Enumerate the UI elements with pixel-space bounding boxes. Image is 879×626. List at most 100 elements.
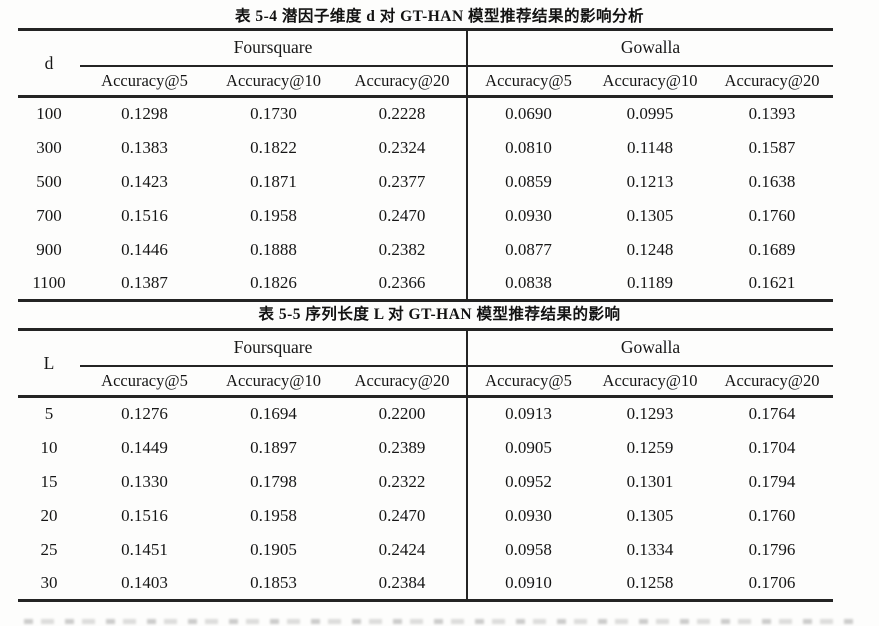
column-header: Accuracy@20: [338, 365, 467, 398]
key-column-header: L: [18, 329, 80, 398]
metric-value-cell: 0.2322: [378, 471, 426, 491]
metric-value-cell: 0.1587: [748, 137, 796, 157]
metric-value-cell: 0.2324: [378, 137, 426, 157]
table-row: 100 0.1298 0.1730 0.2228 0.0690 0.0995 0.1393: [18, 96, 833, 131]
row-key-cell: 5: [44, 404, 54, 424]
metric-value-cell: 0.1764: [748, 404, 796, 424]
metric-value-cell: 0.0838: [466, 266, 589, 301]
metric-value-cell: 0.1189: [626, 272, 674, 292]
column-header: Accuracy@20: [711, 365, 834, 398]
table-5-4-header: d Foursquare Gowalla Accuracy@5 Accuracy…: [18, 29, 834, 98]
metric-value-cell: 0.0995: [626, 104, 674, 124]
metric-value-cell: 0.1689: [748, 239, 796, 259]
table-5-4-caption: 表 5-4 潜因子维度 d 对 GT-HAN 模型推荐结果的影响分析: [234, 8, 645, 25]
row-key-cell: 100: [36, 104, 62, 124]
row-key-cell: 300: [36, 137, 62, 157]
table-row: 25 0.1451 0.1905 0.2424 0.0958 0.1334 0.1796: [18, 532, 833, 567]
table-row: 5 0.1276 0.1694 0.2200 0.0913 0.1293 0.1764: [18, 396, 833, 431]
metric-value-cell: 0.1334: [626, 539, 674, 559]
column-header: Accuracy@5: [466, 65, 589, 98]
metric-value-cell: 0.1276: [121, 404, 168, 424]
metric-value-cell: 0.1330: [121, 471, 168, 491]
metric-value-cell: 0.2366: [378, 272, 426, 292]
column-header: Accuracy@5: [80, 65, 209, 98]
metric-value-cell: 0.1638: [748, 171, 796, 191]
row-key-cell: 20: [40, 505, 58, 525]
column-header: Accuracy@10: [589, 365, 711, 398]
table-row: 1100 0.1387 0.1826 0.2366 0.0838 0.1189 0.1621: [18, 266, 833, 301]
metric-value-cell: 0.0930: [466, 498, 589, 533]
metric-value-cell: 0.1694: [250, 404, 297, 424]
metric-value-cell: 0.1958: [250, 505, 297, 525]
table-5-5-sequence-length: L Foursquare Gowalla Accuracy@5 Accuracy…: [18, 328, 834, 602]
table-row: 500 0.1423 0.1871 0.2377 0.0859 0.1213 0.1638: [18, 164, 833, 199]
row-key-cell: 10: [40, 437, 58, 457]
metric-value-cell: 0.1393: [748, 104, 796, 124]
metric-value-cell: 0.1888: [250, 239, 297, 259]
metric-value-cell: 0.1794: [748, 471, 796, 491]
table-5-5-header: L Foursquare Gowalla Accuracy@5 Accuracy…: [18, 329, 834, 398]
metric-value-cell: 0.2377: [378, 171, 426, 191]
metric-value-cell: 0.0859: [466, 164, 589, 199]
metric-value-cell: 0.1449: [121, 437, 168, 457]
metric-value-cell: 0.1897: [250, 437, 297, 457]
metric-value-cell: 0.1305: [626, 505, 674, 525]
metric-value-cell: 0.1259: [626, 437, 674, 457]
metric-value-cell: 0.0930: [466, 198, 589, 233]
key-column-header: d: [18, 29, 80, 98]
metric-value-cell: 0.0958: [466, 532, 589, 567]
column-header: Accuracy@20: [338, 65, 467, 98]
metric-value-cell: 0.2228: [378, 104, 426, 124]
table-5-5-body: 5 0.1276 0.1694 0.2200 0.0913 0.1293 0.1764 10 0…: [18, 396, 833, 601]
row-key-cell: 500: [36, 171, 62, 191]
metric-value-cell: 0.2382: [378, 239, 426, 259]
column-header: Accuracy@5: [80, 365, 209, 398]
table-5-4-body: 100 0.1298 0.1730 0.2228 0.0690 0.0995 0.1393 3…: [18, 96, 833, 301]
metric-value-cell: 0.1621: [748, 272, 796, 292]
table-row: 15 0.1330 0.1798 0.2322 0.0952 0.1301 0.1794: [18, 464, 833, 499]
table-row: 10 0.1449 0.1897 0.2389 0.0905 0.1259 0.1704: [18, 430, 833, 465]
group-header-row: L Foursquare Gowalla: [18, 329, 834, 398]
table-row: 900 0.1446 0.1888 0.2382 0.0877 0.1248 0.1689: [18, 232, 833, 267]
group-header-foursquare: Foursquare: [80, 29, 467, 67]
metric-value-cell: 0.0690: [466, 96, 589, 131]
metric-value-cell: 0.1516: [121, 205, 168, 225]
metric-value-cell: 0.1826: [250, 272, 297, 292]
metric-value-cell: 0.1760: [748, 505, 796, 525]
column-header: Accuracy@10: [589, 65, 711, 98]
table-5-4-latent-factor-dimension: d Foursquare Gowalla Accuracy@5 Accuracy…: [18, 28, 834, 302]
metric-value-cell: 0.1822: [250, 137, 297, 157]
metric-value-cell: 0.2470: [378, 505, 426, 525]
row-key-cell: 1100: [32, 272, 66, 292]
metric-value-cell: 0.1730: [250, 104, 297, 124]
metric-value-cell: 0.1258: [626, 572, 674, 592]
metric-value-cell: 0.1423: [121, 171, 168, 191]
group-header-foursquare: Foursquare: [80, 329, 467, 367]
table-row: 700 0.1516 0.1958 0.2470 0.0930 0.1305 0.1760: [18, 198, 833, 233]
metric-value-cell: 0.1248: [626, 239, 674, 259]
metric-value-cell: 0.0810: [466, 130, 589, 165]
metric-value-cell: 0.1403: [121, 572, 168, 592]
metric-value-cell: 0.0877: [466, 232, 589, 267]
metric-header-row: Accuracy@5 Accuracy@10 Accuracy@20 Accur…: [18, 65, 834, 98]
table-row: 300 0.1383 0.1822 0.2324 0.0810 0.1148 0.1587: [18, 130, 833, 165]
metric-value-cell: 0.2389: [378, 437, 426, 457]
metric-value-cell: 0.1387: [121, 272, 168, 292]
metric-value-cell: 0.0913: [466, 396, 589, 431]
row-key-cell: 700: [36, 205, 62, 225]
metric-value-cell: 0.1301: [626, 471, 674, 491]
metric-value-cell: 0.0905: [466, 430, 589, 465]
column-header: Accuracy@10: [209, 65, 338, 98]
metric-value-cell: 0.2384: [378, 572, 426, 592]
row-key-cell: 25: [40, 539, 58, 559]
metric-value-cell: 0.1796: [748, 539, 796, 559]
metric-value-cell: 0.2470: [378, 205, 426, 225]
metric-value-cell: 0.1298: [121, 104, 168, 124]
metric-value-cell: 0.1451: [121, 539, 168, 559]
metric-value-cell: 0.1798: [250, 471, 297, 491]
table-row: 30 0.1403 0.1853 0.2384 0.0910 0.1258 0.1706: [18, 566, 833, 601]
group-header-gowalla: Gowalla: [465, 29, 834, 67]
metric-value-cell: 0.1760: [748, 205, 796, 225]
row-key-cell: 30: [40, 572, 58, 592]
